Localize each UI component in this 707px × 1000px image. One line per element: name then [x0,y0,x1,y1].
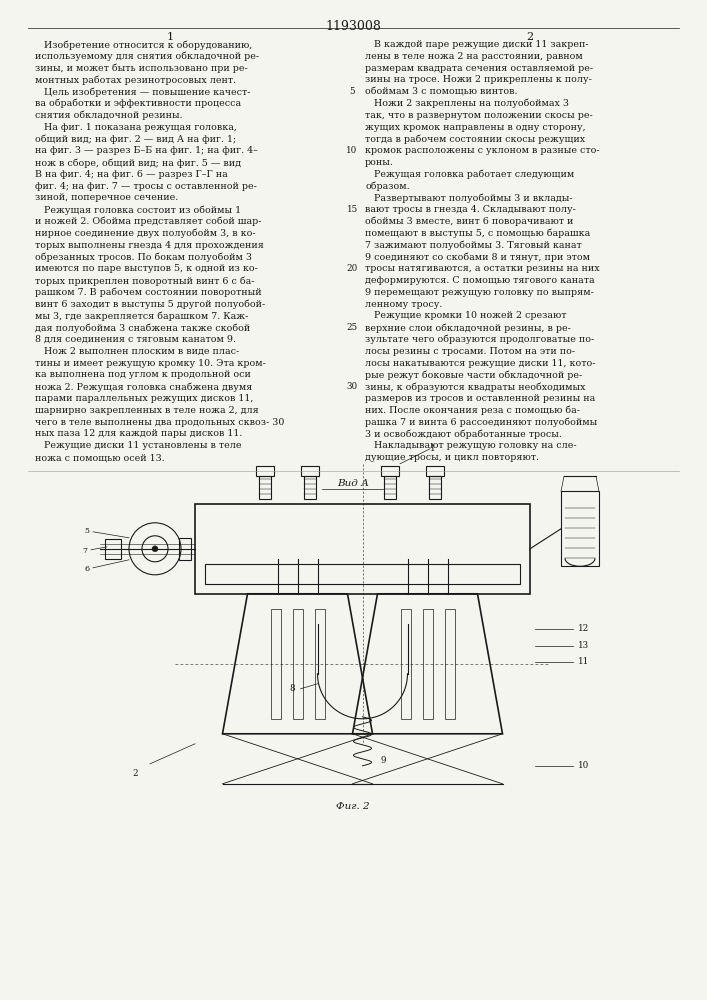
Text: 20: 20 [346,264,358,273]
Text: зультате чего образуются продолговатые по-: зультате чего образуются продолговатые п… [365,335,595,344]
Text: роны.: роны. [365,158,394,167]
Text: фиг. 4; на фиг. 7 — тросы с оставленной ре-: фиг. 4; на фиг. 7 — тросы с оставленной … [35,182,257,191]
Text: 9 перемещают режущую головку по выпрям-: 9 перемещают режущую головку по выпрям- [365,288,594,297]
Text: дая полуобойма 3 снабжена также скобой: дая полуобойма 3 снабжена также скобой [35,323,250,333]
Text: В на фиг. 4; на фиг. 6 — разрез Г–Г на: В на фиг. 4; на фиг. 6 — разрез Г–Г на [35,170,228,179]
Text: образом.: образом. [365,182,409,191]
Text: 1: 1 [166,32,173,42]
Text: на фиг. 3 — разрез Б–Б на фиг. 1; на фиг. 4–: на фиг. 3 — разрез Б–Б на фиг. 1; на фиг… [35,146,258,155]
Text: Режущая головка работает следующим: Режущая головка работает следующим [365,170,574,179]
Text: нирное соединение двух полуобойм 3, в ко-: нирное соединение двух полуобойм 3, в ко… [35,229,256,238]
Text: Ножи 2 закреплены на полуобоймах 3: Ножи 2 закреплены на полуобоймах 3 [365,99,569,108]
Text: обоймам 3 с помощью винтов.: обоймам 3 с помощью винтов. [365,87,518,96]
Text: Накладывают режущую головку на сле-: Накладывают режущую головку на сле- [365,441,577,450]
Text: чего в теле выполнены два продольных сквоз- 30: чего в теле выполнены два продольных скв… [35,418,284,427]
Text: шарнирно закрепленных в теле ножа 2, для: шарнирно закрепленных в теле ножа 2, для [35,406,259,415]
Text: Режущие диски 11 установлены в теле: Режущие диски 11 установлены в теле [35,441,242,450]
Text: Нож 2 выполнен плоским в виде плас-: Нож 2 выполнен плоским в виде плас- [35,347,239,356]
Text: 11: 11 [578,657,589,666]
Text: так, что в развернутом положении скосы ре-: так, что в развернутом положении скосы р… [365,111,592,120]
Text: обрезанных тросов. По бокам полуобойм 3: обрезанных тросов. По бокам полуобойм 3 [35,252,252,262]
Text: общий вид; на фиг. 2 — вид А на фиг. 1;: общий вид; на фиг. 2 — вид А на фиг. 1; [35,134,236,144]
Text: рашка 7 и винта 6 рассоединяют полуобоймы: рашка 7 и винта 6 рассоединяют полуобойм… [365,418,597,427]
Text: В каждой паре режущие диски 11 закреп-: В каждой паре режущие диски 11 закреп- [365,40,589,49]
Text: 6: 6 [84,565,90,573]
Text: 1193008: 1193008 [325,20,381,33]
Text: зиной, поперечное сечение.: зиной, поперечное сечение. [35,193,178,202]
Text: рые режут боковые части обкладочной ре-: рые режут боковые части обкладочной ре- [365,370,583,380]
Text: лосы резины с тросами. Потом на эти по-: лосы резины с тросами. Потом на эти по- [365,347,575,356]
Text: 10: 10 [346,146,358,155]
Text: используемому для снятия обкладочной ре-: используемому для снятия обкладочной ре- [35,52,259,61]
Text: монтных работах резинотросовых лент.: монтных работах резинотросовых лент. [35,75,236,85]
Text: 12: 12 [578,624,589,633]
Text: 7: 7 [83,547,88,555]
Text: обоймы 3 вместе, винт 6 поворачивают и: обоймы 3 вместе, винт 6 поворачивают и [365,217,573,227]
Text: помещают в выступы 5, с помощью барашка: помещают в выступы 5, с помощью барашка [365,229,590,238]
Text: ленному тросу.: ленному тросу. [365,300,443,309]
Text: 3 и освобождают обработанные тросы.: 3 и освобождают обработанные тросы. [365,429,562,439]
Text: дующие тросы, и цикл повторяют.: дующие тросы, и цикл повторяют. [365,453,539,462]
Text: винт 6 заходит в выступы 5 другой полуобой-: винт 6 заходит в выступы 5 другой полуоб… [35,300,265,309]
Text: 30: 30 [346,382,358,391]
Text: 9 соединяют со скобами 8 и тянут, при этом: 9 соединяют со скобами 8 и тянут, при эт… [365,252,590,262]
Circle shape [152,546,158,552]
Text: деформируются. С помощью тягового каната: деформируются. С помощью тягового каната [365,276,595,285]
Text: 2: 2 [527,32,534,42]
Text: ка выполнена под углом к продольной оси: ка выполнена под углом к продольной оси [35,370,251,379]
Text: нож в сборе, общий вид; на фиг. 5 — вид: нож в сборе, общий вид; на фиг. 5 — вид [35,158,241,167]
Text: тины и имеет режущую кромку 10. Эта кром-: тины и имеет режущую кромку 10. Эта кром… [35,359,266,368]
Text: ных паза 12 для каждой пары дисков 11.: ных паза 12 для каждой пары дисков 11. [35,429,243,438]
Text: них. После окончания реза с помощью ба-: них. После окончания реза с помощью ба- [365,406,580,415]
Text: 7 зажимают полуобоймы 3. Тяговый канат: 7 зажимают полуобоймы 3. Тяговый канат [365,241,582,250]
Text: ножа с помощью осей 13.: ножа с помощью осей 13. [35,453,165,462]
Text: 5: 5 [349,87,355,96]
Text: Режущая головка состоит из обоймы 1: Режущая головка состоит из обоймы 1 [35,205,241,215]
Text: 13: 13 [578,641,589,650]
Text: 15: 15 [346,205,358,214]
Text: кромок расположены с уклоном в разные сто-: кромок расположены с уклоном в разные ст… [365,146,600,155]
Text: 25: 25 [346,323,358,332]
Text: 1: 1 [430,444,436,453]
Text: вают тросы в гнезда 4. Складывают полу-: вают тросы в гнезда 4. Складывают полу- [365,205,576,214]
Text: Фиг. 2: Фиг. 2 [337,802,370,811]
Text: лены в теле ножа 2 на расстоянии, равном: лены в теле ножа 2 на расстоянии, равном [365,52,583,61]
Text: ва обработки и эффективности процесса: ва обработки и эффективности процесса [35,99,241,108]
Text: имеются по паре выступов 5, к одной из ко-: имеются по паре выступов 5, к одной из к… [35,264,258,273]
Text: 2: 2 [132,769,138,778]
Text: 9: 9 [380,756,386,765]
Text: размерам квадрата сечения оставляемой ре-: размерам квадрата сечения оставляемой ре… [365,64,593,73]
Text: 8: 8 [290,684,296,693]
Text: Изобретение относится к оборудованию,: Изобретение относится к оборудованию, [35,40,252,49]
Text: размеров из тросов и оставленной резины на: размеров из тросов и оставленной резины … [365,394,595,403]
Text: мы 3, где закрепляется барашком 7. Каж-: мы 3, где закрепляется барашком 7. Каж- [35,311,248,321]
Text: зины на тросе. Ножи 2 прикреплены к полу-: зины на тросе. Ножи 2 прикреплены к полу… [365,75,592,84]
Text: ножа 2. Режущая головка снабжена двумя: ножа 2. Режущая головка снабжена двумя [35,382,252,392]
Text: Вид А: Вид А [337,479,369,488]
Text: снятия обкладочной резины.: снятия обкладочной резины. [35,111,182,120]
Text: Цель изобретения — повышение качест-: Цель изобретения — повышение качест- [35,87,250,97]
Text: торых прикреплен поворотный винт 6 с ба-: торых прикреплен поворотный винт 6 с ба- [35,276,255,286]
Text: верхние слои обкладочной резины, в ре-: верхние слои обкладочной резины, в ре- [365,323,571,333]
Text: зины, и может быть использовано при ре-: зины, и может быть использовано при ре- [35,64,247,73]
Text: 10: 10 [578,761,589,770]
Text: жущих кромок направлены в одну сторону,: жущих кромок направлены в одну сторону, [365,123,585,132]
Text: торых выполнены гнезда 4 для прохождения: торых выполнены гнезда 4 для прохождения [35,241,264,250]
Text: парами параллельных режущих дисков 11,: парами параллельных режущих дисков 11, [35,394,253,403]
Text: рашком 7. В рабочем состоянии поворотный: рашком 7. В рабочем состоянии поворотный [35,288,262,297]
Text: Развертывают полуобоймы 3 и вклады-: Развертывают полуобоймы 3 и вклады- [365,193,573,203]
Text: Режущие кромки 10 ножей 2 срезают: Режущие кромки 10 ножей 2 срезают [365,311,566,320]
Text: и ножей 2. Обойма представляет собой шар-: и ножей 2. Обойма представляет собой шар… [35,217,262,227]
Text: тросы натягиваются, а остатки резины на них: тросы натягиваются, а остатки резины на … [365,264,600,273]
Text: зины, к образуются квадраты необходимых: зины, к образуются квадраты необходимых [365,382,585,392]
Text: 8 для соединения с тяговым канатом 9.: 8 для соединения с тяговым канатом 9. [35,335,236,344]
Text: На фиг. 1 показана режущая головка,: На фиг. 1 показана режущая головка, [35,123,237,132]
Text: 5: 5 [85,527,90,535]
Text: лосы накатываются режущие диски 11, кото-: лосы накатываются режущие диски 11, кото… [365,359,595,368]
Text: тогда в рабочем состоянии скосы режущих: тогда в рабочем состоянии скосы режущих [365,134,585,144]
